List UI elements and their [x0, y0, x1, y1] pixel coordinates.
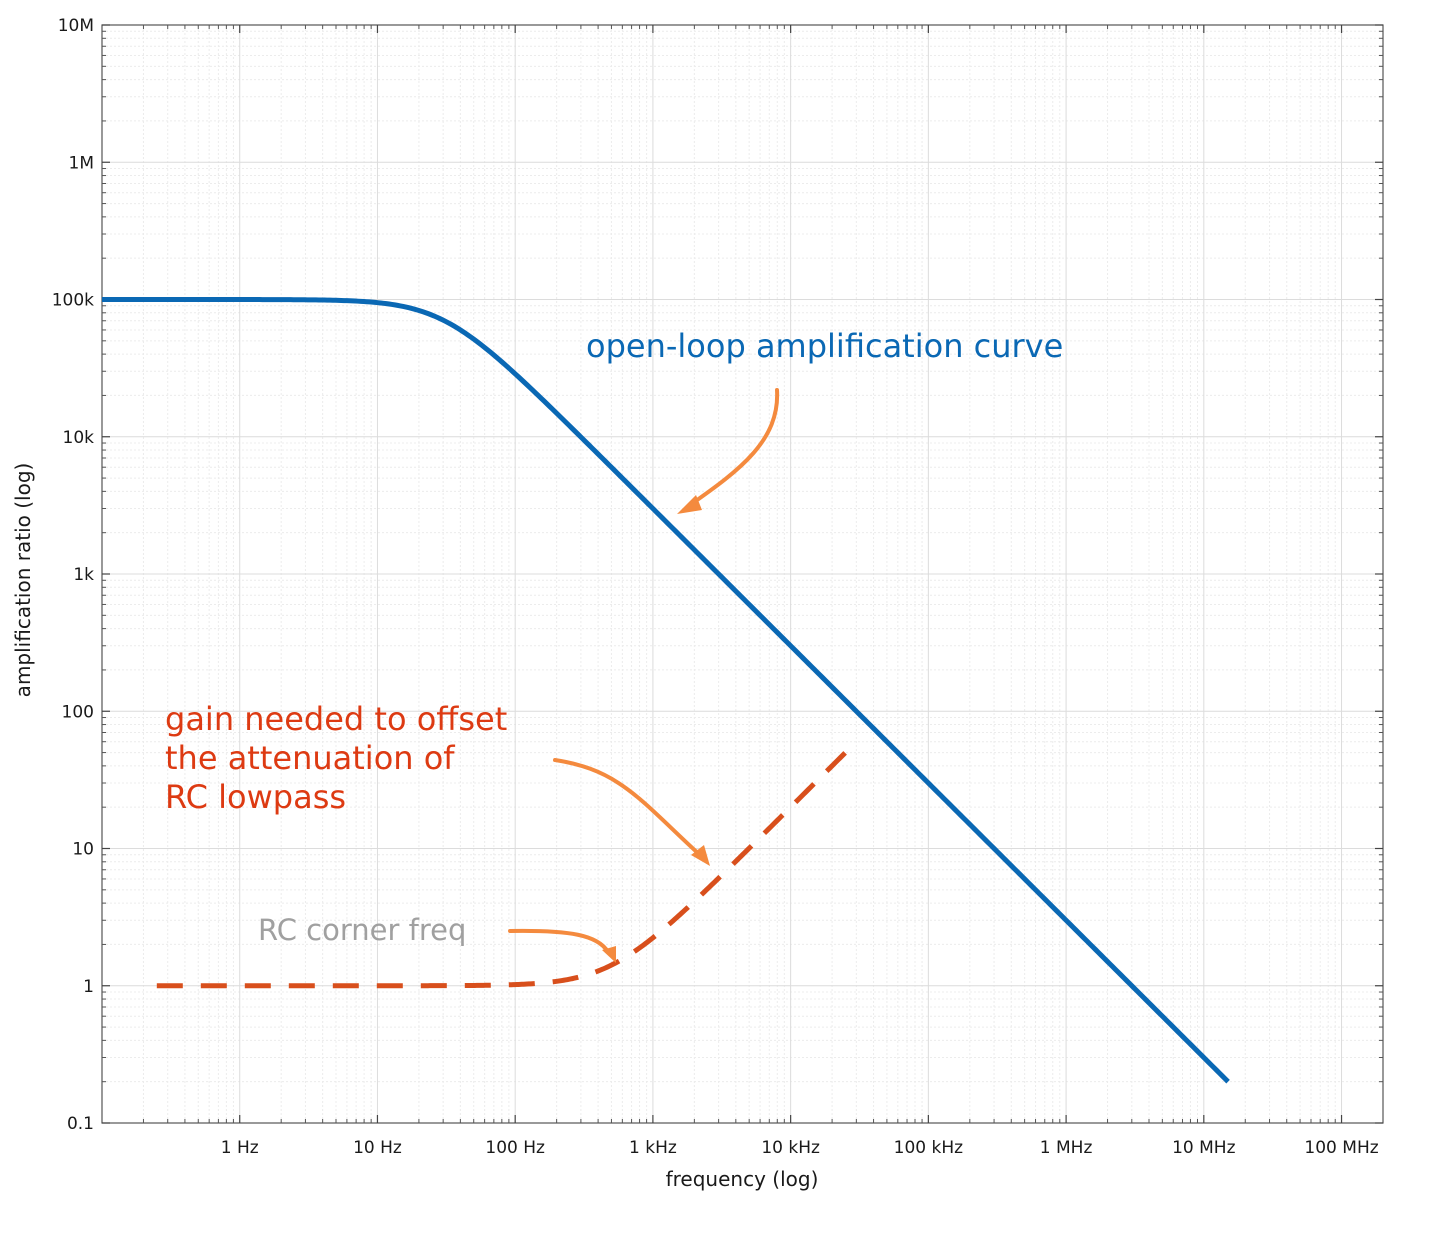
- y-tick-label: 1: [83, 977, 94, 997]
- arrow-gain-needed: [553, 758, 710, 866]
- series-line-1: [156, 744, 854, 989]
- y-tick-label: 0.1: [67, 1114, 94, 1134]
- y-tick-label: 100: [62, 702, 94, 722]
- annotation-rc-corner: RC corner freq: [258, 913, 466, 947]
- annotation-gain-line-2: the attenuation of: [165, 739, 455, 777]
- x-tick-label: 1 Hz: [221, 1138, 259, 1158]
- series-layer: [102, 297, 1230, 1084]
- arrow-rc-corner: [508, 928, 616, 963]
- annotation-gain-line-1: gain needed to offset: [165, 700, 507, 738]
- x-tick-label: 100 kHz: [894, 1138, 963, 1158]
- x-tick-label: 10 kHz: [761, 1138, 820, 1158]
- annotation-gain-needed: gain needed to offset the attenuation of…: [165, 700, 507, 816]
- x-tick-labels: 1 Hz 10 Hz 100 Hz 1 kHz 10 kHz 100 kHz 1 MHz 10…: [221, 1138, 1379, 1158]
- annotation-open-loop: open-loop amplification curve: [586, 327, 1063, 365]
- x-tick-label: 1 MHz: [1040, 1138, 1093, 1158]
- y-tick-label: 1M: [69, 153, 94, 173]
- arrow-open-loop: [677, 388, 780, 514]
- y-tick-label: 10k: [63, 428, 95, 448]
- x-tick-label: 1 kHz: [629, 1138, 677, 1158]
- y-tick-label: 100k: [52, 291, 94, 311]
- y-axis-title: amplification ratio (log): [11, 463, 35, 698]
- annotation-gain-line-3: RC lowpass: [165, 778, 346, 816]
- axis-ticks: [102, 24, 1383, 1124]
- x-tick-label: 100 Hz: [485, 1138, 545, 1158]
- annotation-arrows: [508, 388, 780, 963]
- x-tick-label: 100 MHz: [1304, 1138, 1378, 1158]
- x-tick-label: 10 Hz: [353, 1138, 402, 1158]
- series-line-0: [102, 297, 1230, 1084]
- x-axis-title: frequency (log): [666, 1167, 819, 1191]
- x-tick-label: 10 MHz: [1172, 1138, 1235, 1158]
- y-tick-label: 1k: [73, 565, 94, 585]
- y-tick-labels: 0.1 1 10 100 1k 10k 100k 1M 10M: [52, 16, 94, 1134]
- y-tick-label: 10: [72, 840, 94, 860]
- y-tick-label: 10M: [58, 16, 94, 36]
